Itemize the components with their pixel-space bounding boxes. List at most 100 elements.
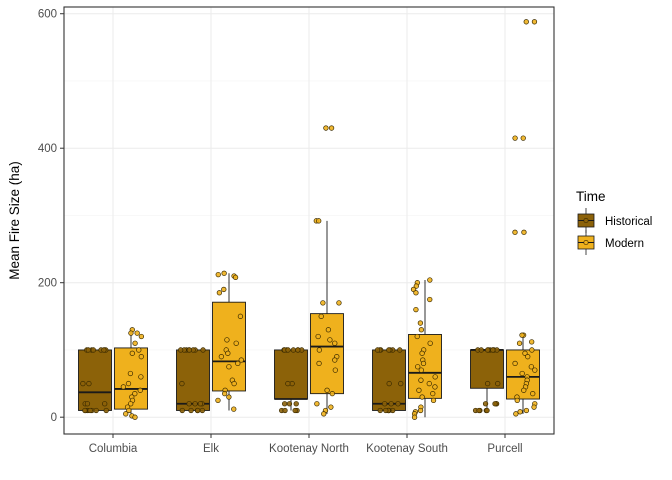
x-tick-label: Elk xyxy=(203,443,219,455)
data-point xyxy=(188,407,194,414)
data-point xyxy=(382,401,388,407)
data-point xyxy=(231,406,237,412)
x-axis: Columbia Elk Kootenay North Kootenay South P… xyxy=(89,434,523,455)
data-point xyxy=(416,387,422,393)
data-point xyxy=(383,407,389,414)
data-point xyxy=(419,350,425,356)
data-point xyxy=(80,380,86,387)
data-point xyxy=(427,277,433,283)
data-point xyxy=(522,350,528,356)
data-point xyxy=(233,340,239,346)
data-point xyxy=(388,401,394,407)
box-historical-0 xyxy=(78,349,112,411)
data-point xyxy=(226,394,232,400)
data-point xyxy=(528,364,534,370)
data-point xyxy=(129,350,135,356)
data-point xyxy=(513,411,519,417)
data-point xyxy=(85,347,91,353)
data-point xyxy=(86,380,92,387)
data-point xyxy=(386,347,392,353)
legend-title: Time xyxy=(576,189,606,204)
data-point xyxy=(484,380,491,387)
data-point xyxy=(478,347,484,353)
legend-item-modern: Modern xyxy=(577,230,644,255)
data-point xyxy=(420,360,427,367)
data-point xyxy=(531,404,537,410)
data-point xyxy=(432,374,438,380)
data-point xyxy=(290,347,297,353)
data-point xyxy=(82,407,88,414)
data-point xyxy=(90,347,97,353)
data-point xyxy=(132,340,138,346)
data-point xyxy=(285,380,291,387)
data-point xyxy=(418,367,424,373)
y-tick-label: 0 xyxy=(51,412,57,424)
data-point xyxy=(411,414,418,420)
data-point xyxy=(430,397,437,404)
data-point xyxy=(128,330,134,336)
legend-key-point xyxy=(583,217,589,224)
data-point xyxy=(137,387,143,393)
data-point xyxy=(192,401,198,407)
data-point xyxy=(427,340,433,346)
legend: Time Historical Modern xyxy=(576,189,652,255)
data-point xyxy=(127,370,134,377)
data-point xyxy=(321,411,327,417)
data-point xyxy=(426,380,432,387)
data-point xyxy=(332,367,338,373)
x-tick-label: Kootenay South xyxy=(366,443,448,455)
data-point xyxy=(128,401,134,407)
data-point xyxy=(413,306,419,313)
data-point xyxy=(398,380,404,387)
data-point xyxy=(281,401,288,407)
data-point xyxy=(417,407,424,414)
data-point xyxy=(495,380,501,387)
data-point xyxy=(222,391,228,397)
data-point xyxy=(519,370,525,377)
data-point xyxy=(419,394,425,400)
data-point xyxy=(413,290,419,296)
data-point xyxy=(293,401,299,407)
data-point xyxy=(138,333,145,340)
data-point xyxy=(377,407,383,414)
data-point xyxy=(134,330,140,336)
data-point xyxy=(195,407,201,414)
data-point xyxy=(531,19,538,25)
data-point xyxy=(523,407,530,414)
data-point xyxy=(482,401,489,407)
box-body xyxy=(274,349,308,400)
data-point xyxy=(93,407,99,414)
data-point xyxy=(427,296,433,303)
data-point xyxy=(215,397,221,404)
data-point xyxy=(374,347,381,353)
data-point xyxy=(417,320,424,326)
data-point xyxy=(178,347,184,353)
data-point xyxy=(413,283,419,289)
data-point xyxy=(316,218,322,224)
data-point xyxy=(512,360,518,367)
legend-item-historical: Historical xyxy=(577,208,652,233)
data-point xyxy=(186,401,192,407)
x-tick-label: Columbia xyxy=(89,443,138,455)
data-point xyxy=(103,407,109,414)
y-tick-label: 200 xyxy=(38,278,57,290)
data-point xyxy=(120,384,127,390)
data-point xyxy=(532,367,538,373)
data-point xyxy=(432,384,438,390)
data-point xyxy=(315,333,321,340)
box-body xyxy=(212,301,246,392)
data-point xyxy=(514,397,520,404)
box-body xyxy=(78,349,112,411)
data-point xyxy=(325,327,332,333)
data-point xyxy=(286,401,293,407)
data-point xyxy=(516,340,523,346)
data-point xyxy=(314,401,320,407)
data-point xyxy=(512,229,518,235)
data-point xyxy=(395,401,401,407)
data-point xyxy=(238,357,244,363)
data-point xyxy=(476,407,482,414)
data-point xyxy=(323,125,329,131)
data-point xyxy=(102,401,108,407)
